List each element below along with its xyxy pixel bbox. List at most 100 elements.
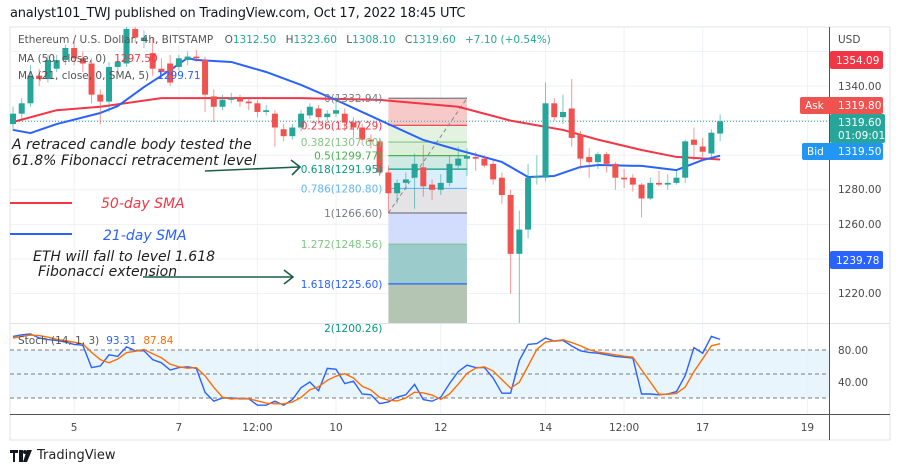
candle xyxy=(149,37,156,76)
candle-body xyxy=(97,94,104,102)
low-price-tag xyxy=(830,251,883,269)
candle xyxy=(350,117,357,138)
candle xyxy=(97,89,104,125)
candle-body xyxy=(568,108,575,138)
time-axis[interactable]: 5 7 12:00 10 12 14 12:00 17 19 xyxy=(71,422,814,434)
candle-body xyxy=(27,75,34,104)
candle-body xyxy=(455,158,462,166)
candle-body xyxy=(708,132,715,154)
close-value: 1319.60 xyxy=(412,34,455,46)
fib-level-label: 0.618(1291.95) xyxy=(301,164,383,176)
candle xyxy=(603,151,610,173)
candle-body xyxy=(359,127,366,140)
candle-body xyxy=(629,177,636,185)
candle-body xyxy=(79,58,86,64)
bid-price: 1319.50 xyxy=(838,146,881,158)
candle-body xyxy=(245,101,252,104)
fib-zone xyxy=(388,169,467,189)
time-tick: 5 xyxy=(71,422,78,434)
stoch-label: Stoch (14, 1, 3) xyxy=(18,335,99,347)
candle-body xyxy=(254,103,261,112)
candle-body xyxy=(507,194,514,254)
time-tick: 12 xyxy=(434,422,447,434)
candle-body xyxy=(367,139,374,142)
fib-level-label: 0.382(1307.60) xyxy=(301,137,383,149)
candle xyxy=(298,110,305,131)
candle xyxy=(280,124,287,142)
candle-body xyxy=(333,110,340,114)
candle xyxy=(315,105,322,125)
candle-body xyxy=(498,177,505,195)
candle-body xyxy=(603,154,610,164)
sma50-annotation: 50-day SMA xyxy=(101,196,185,212)
candle xyxy=(158,58,165,80)
candles xyxy=(10,27,724,323)
candle-body xyxy=(53,60,60,69)
candle-body xyxy=(350,122,357,128)
candle xyxy=(289,124,296,140)
candle-body xyxy=(437,182,444,190)
candle xyxy=(455,146,462,170)
candle xyxy=(525,163,532,239)
sma21-annotation: 21-day SMA xyxy=(103,228,187,244)
fib-zone xyxy=(388,244,467,284)
candle-body xyxy=(411,163,418,178)
candle xyxy=(717,114,724,142)
price-tick: 1260.00 xyxy=(838,219,881,231)
candle xyxy=(647,177,654,201)
candle xyxy=(621,169,628,189)
candle xyxy=(690,127,697,161)
candle xyxy=(429,179,436,201)
candle xyxy=(62,44,69,66)
candle xyxy=(507,189,514,294)
candle xyxy=(359,124,366,145)
tradingview-logo[interactable]: TradingView xyxy=(10,448,116,463)
bid-tag xyxy=(802,143,883,160)
candle-body xyxy=(140,37,147,42)
change-value: +7.10 (+0.54%) xyxy=(465,34,551,46)
candle xyxy=(516,210,523,323)
candle xyxy=(53,54,60,73)
stoch-k-value: 93.31 xyxy=(106,335,136,347)
price-axis[interactable]: USD 1340.00 1280.00 1260.00 1220.00 1354… xyxy=(800,34,885,300)
candle xyxy=(490,160,497,185)
ma50-legend[interactable]: MA (50, close, 0) 1297.50 xyxy=(18,53,158,65)
fib-level-label: 2(1200.26) xyxy=(324,323,382,335)
fib-level-label: 0.236(1317.29) xyxy=(301,120,383,132)
candle xyxy=(245,98,252,111)
svg-text:Ask: Ask xyxy=(805,100,825,112)
candle-body xyxy=(132,28,139,38)
candle-body xyxy=(647,182,654,199)
candle xyxy=(463,148,470,176)
ma21-legend[interactable]: MA (21, close, 0, SMA, 5) 1299.71 xyxy=(18,70,201,82)
stoch-tick: 80.00 xyxy=(838,345,868,357)
fib-level-label: 1.272(1248.56) xyxy=(301,239,383,251)
fibonacci-retracement[interactable] xyxy=(387,97,468,328)
candle-body xyxy=(298,113,305,128)
candle-body xyxy=(36,75,43,80)
candle-body xyxy=(62,47,69,61)
svg-text:Ethereum / U.S. Dollar, 4h, BI: Ethereum / U.S. Dollar, 4h, BITSTAMP O13… xyxy=(18,34,551,46)
candle-body xyxy=(717,121,724,134)
candle xyxy=(132,27,139,43)
annotation-extension-line2: Fibonacci extension xyxy=(38,264,177,280)
fib-zone xyxy=(388,283,467,323)
candle xyxy=(271,110,278,147)
candle-body xyxy=(123,28,130,64)
candle-body xyxy=(516,229,523,254)
candle-body xyxy=(158,68,165,73)
time-tick: 10 xyxy=(329,422,342,434)
high-price-tag xyxy=(830,51,883,69)
fib-zone xyxy=(388,155,467,170)
price-tick: 1280.00 xyxy=(838,184,881,196)
candle-body xyxy=(306,106,313,116)
candle-body xyxy=(210,96,217,107)
candle-countdown: 01:09:01 xyxy=(838,130,885,142)
candle xyxy=(106,61,113,112)
candle xyxy=(341,108,348,131)
candle-body xyxy=(638,184,645,199)
candle xyxy=(324,110,331,121)
candle-body xyxy=(612,163,619,178)
candle xyxy=(472,151,479,171)
